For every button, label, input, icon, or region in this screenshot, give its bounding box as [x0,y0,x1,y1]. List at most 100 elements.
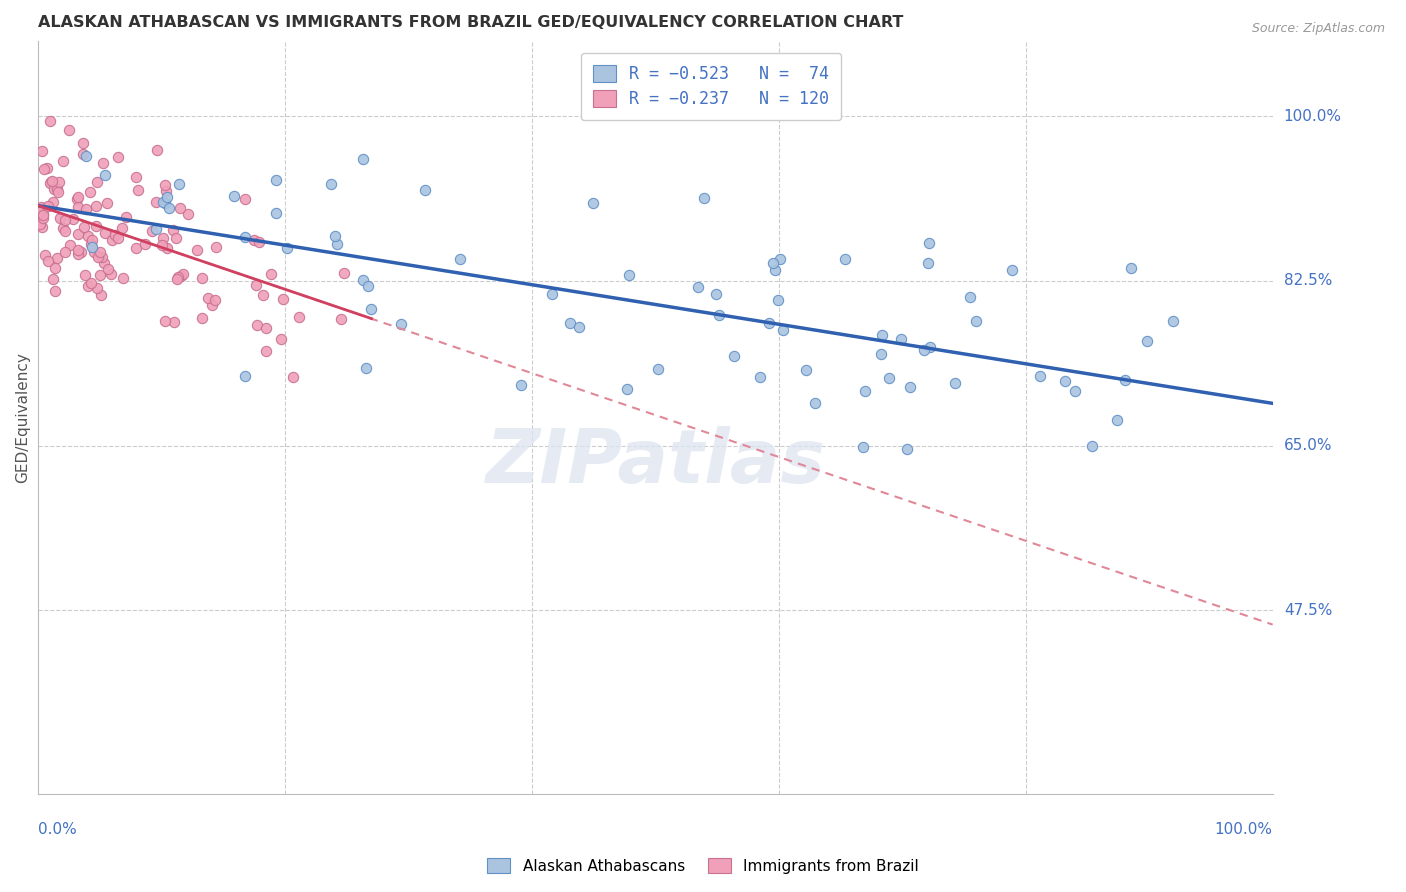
Point [205,240,228,254]
Point [247,235,270,249]
Point [264,205,287,219]
Point [834,252,856,266]
Point [1119,261,1142,276]
Point [46,185,69,199]
Point [748,369,770,384]
Point [768,293,790,307]
Point [772,323,794,337]
Point [38,114,60,128]
Point [79,185,101,199]
Point [67,190,90,204]
Point [763,263,786,277]
Point [918,340,941,354]
Point [243,233,266,247]
Point [66,227,89,241]
Point [96,196,118,211]
Text: 0.0%: 0.0% [38,822,77,837]
Point [125,169,148,184]
Text: ALASKAN ATHABASCAN VS IMMIGRANTS FROM BRAZIL GED/EQUIVALENCY CORRELATION CHART: ALASKAN ATHABASCAN VS IMMIGRANTS FROM BR… [38,15,904,30]
Point [758,316,780,330]
Point [1053,375,1076,389]
Point [162,223,184,237]
Point [100,267,122,281]
Point [86,175,108,189]
Point [233,230,256,244]
Point [67,201,90,215]
Point [32,209,55,223]
Point [72,147,94,161]
Point [1105,413,1128,427]
Point [156,241,179,255]
Point [157,201,180,215]
Point [32,161,55,176]
Point [319,178,342,192]
Point [32,207,55,221]
Point [222,189,245,203]
Text: 47.5%: 47.5% [1284,603,1331,618]
Point [896,442,918,457]
Point [125,242,148,256]
Point [233,369,256,384]
Point [44,260,66,275]
Point [82,233,104,247]
Point [145,194,167,209]
Point [1063,384,1085,399]
Point [58,123,80,137]
Point [169,201,191,215]
Point [890,332,912,346]
Point [943,376,966,391]
Text: 100.0%: 100.0% [1215,822,1272,837]
Point [165,231,187,245]
Point [111,220,134,235]
Point [145,222,167,236]
Point [568,320,591,334]
Point [360,301,382,316]
Point [172,268,194,282]
Point [134,237,156,252]
Point [30,217,52,231]
Point [260,267,283,281]
Point [870,346,893,360]
Point [352,273,374,287]
Point [191,271,214,285]
Point [201,298,224,312]
Point [356,360,378,375]
Point [90,288,112,302]
Point [104,228,127,243]
Point [70,244,93,259]
Point [31,219,53,234]
Point [254,343,277,358]
Point [246,318,269,333]
Point [53,213,76,227]
Point [853,384,876,398]
Point [73,220,96,235]
Point [84,199,107,213]
Y-axis label: GED/Equivalency: GED/Equivalency [15,352,30,483]
Point [616,382,638,396]
Point [357,278,380,293]
Text: ZIPatlas: ZIPatlas [485,426,825,500]
Point [197,291,219,305]
Point [1161,313,1184,327]
Point [153,313,176,327]
Point [449,252,471,266]
Point [254,321,277,335]
Point [723,349,745,363]
Point [35,161,58,175]
Point [156,190,179,204]
Point [190,311,212,326]
Point [177,207,200,221]
Point [89,268,111,282]
Point [270,332,292,346]
Text: 100.0%: 100.0% [1284,109,1341,124]
Point [89,245,111,260]
Point [152,195,174,210]
Point [1028,369,1050,384]
Point [37,254,59,268]
Point [167,177,190,191]
Point [560,316,582,330]
Point [59,237,82,252]
Point [541,286,564,301]
Point [166,269,188,284]
Point [353,153,375,167]
